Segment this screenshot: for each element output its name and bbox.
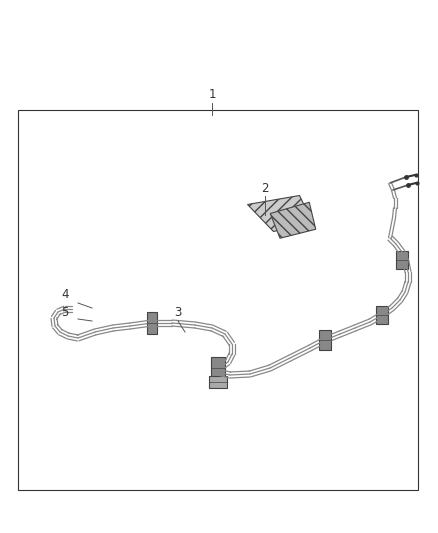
Polygon shape [270,202,316,238]
Polygon shape [247,196,312,231]
Bar [147,312,157,334]
Bar [319,330,331,350]
Text: 1: 1 [208,88,216,101]
Text: 5: 5 [61,305,69,319]
Text: 3: 3 [174,306,182,319]
Text: 4: 4 [61,288,69,302]
Bar [376,306,388,324]
Bar [18,110,418,490]
Bar [209,376,227,388]
Bar [396,251,408,269]
Text: 2: 2 [261,182,269,195]
Bar [211,357,225,379]
